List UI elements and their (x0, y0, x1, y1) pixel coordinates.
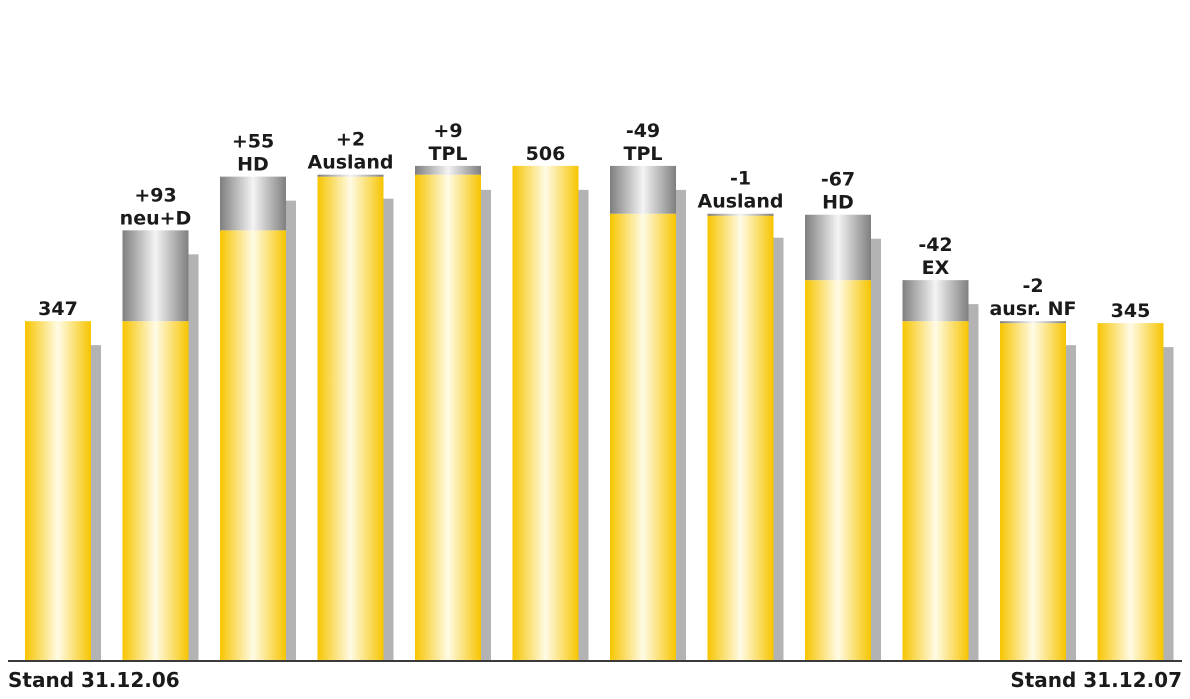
bar-decrease-segment (805, 214, 871, 281)
bar-value-label: +55 (232, 131, 274, 153)
bar-increase-segment (122, 230, 189, 322)
bar-shadow (91, 345, 101, 660)
bar-decrease-segment (902, 280, 969, 322)
bar-category-label: HD (237, 154, 269, 176)
bar-value-label: -49 (626, 120, 660, 142)
bar-base (805, 280, 871, 660)
bar-base (415, 174, 481, 660)
bar-value-label: 347 (38, 298, 78, 320)
bar-decrease-segment (1000, 321, 1066, 324)
bar-decrease-segment (610, 165, 676, 214)
bar-category-label: HD (822, 192, 854, 214)
bar-shadow (188, 254, 199, 660)
bar-shadow (773, 237, 784, 660)
bar-value-label: +2 (336, 129, 365, 151)
bar-category-label: neu+D (120, 207, 192, 229)
bar-base (512, 165, 579, 661)
bar-increase-segment (415, 165, 481, 175)
bar-category-label: EX (922, 257, 950, 279)
bar-category-label: Ausland (307, 152, 393, 174)
bar-category-label: ausr. NF (989, 298, 1076, 320)
bar-base (1000, 323, 1066, 660)
bar-base (317, 176, 384, 660)
bars-layer (25, 165, 1174, 661)
bar-base (1097, 323, 1164, 660)
bar-shadow (871, 238, 881, 660)
bar-shadow (383, 198, 394, 660)
bar-value-label: -1 (730, 168, 751, 190)
bar-base (902, 321, 969, 660)
bar-value-label: 506 (526, 143, 566, 165)
bar-decrease-segment (707, 213, 774, 216)
bar-value-label: +9 (433, 120, 462, 142)
bar-shadow (968, 304, 979, 660)
footer-start-label: Stand 31.12.06 (8, 668, 180, 692)
bar-base (707, 214, 774, 660)
bar-category-label: TPL (429, 143, 468, 165)
bar-increase-segment (317, 174, 384, 177)
bar-category-label: TPL (624, 143, 663, 165)
bar-value-label: 345 (1111, 300, 1151, 322)
bar-base (220, 230, 286, 660)
bar-value-label: -42 (918, 234, 952, 256)
footer-end-label: Stand 31.12.07 (1010, 668, 1182, 692)
bar-base (25, 321, 91, 660)
bar-value-label: -67 (821, 169, 855, 191)
bar-shadow (286, 200, 296, 660)
bar-shadow (1163, 347, 1174, 660)
bar-value-label: +93 (134, 184, 176, 206)
bar-base (122, 321, 189, 660)
bar-category-label: Ausland (697, 191, 783, 213)
bar-value-label: -2 (1022, 275, 1043, 297)
bar-shadow (578, 189, 589, 661)
bar-base (610, 213, 676, 660)
bar-shadow (676, 189, 686, 661)
bar-shadow (481, 189, 491, 661)
bar-shadow (1066, 345, 1076, 660)
bar-increase-segment (220, 176, 286, 231)
